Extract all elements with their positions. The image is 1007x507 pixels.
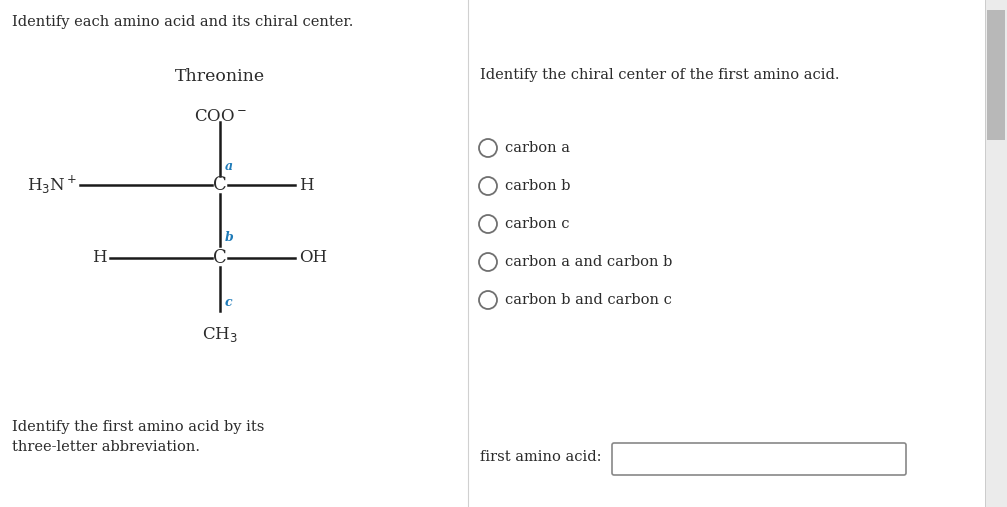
Text: carbon a and carbon b: carbon a and carbon b [505,255,673,269]
Text: CH$_3$: CH$_3$ [202,325,238,344]
Text: carbon a: carbon a [505,141,570,155]
Text: Identify the first amino acid by its: Identify the first amino acid by its [12,420,265,434]
Text: first amino acid:: first amino acid: [480,450,601,464]
Text: H: H [93,249,107,267]
Bar [985,0,1007,507]
Text: a: a [225,160,234,173]
Text: H$_3$N$^+$: H$_3$N$^+$ [27,174,77,196]
Text: carbon b and carbon c: carbon b and carbon c [505,293,672,307]
Text: C: C [213,249,227,267]
Text: Threonine: Threonine [175,68,265,85]
Text: Identify each amino acid and its chiral center.: Identify each amino acid and its chiral … [12,15,353,29]
Text: b: b [225,231,234,244]
Text: carbon c: carbon c [505,217,570,231]
Text: Identify the chiral center of the first amino acid.: Identify the chiral center of the first … [480,68,840,82]
Text: OH: OH [299,249,327,267]
Bar [987,10,1005,140]
Text: C: C [213,176,227,194]
Text: carbon b: carbon b [505,179,571,193]
FancyBboxPatch shape [612,443,906,475]
Text: COO$^-$: COO$^-$ [193,108,247,125]
Text: H: H [299,176,313,194]
Text: three-letter abbreviation.: three-letter abbreviation. [12,440,200,454]
Text: c: c [225,296,233,309]
